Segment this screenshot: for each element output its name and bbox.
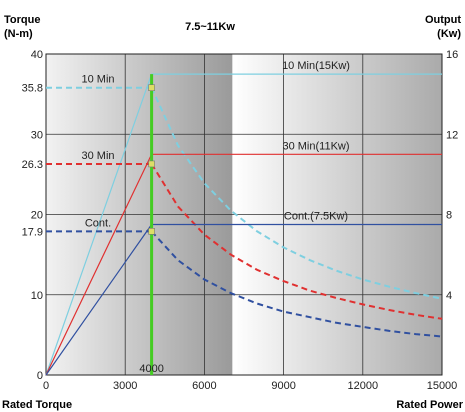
base-point-marker <box>148 228 155 235</box>
torque-series-label: Cont. <box>85 217 111 229</box>
torque-series-label: 10 Min <box>81 74 114 86</box>
torque-mark-label: 35.8 <box>22 83 43 95</box>
torque-mark-label: 26.3 <box>22 159 43 171</box>
series-group <box>45 73 443 376</box>
x-tick-label: 3000 <box>113 380 137 392</box>
right-tick-label: 4 <box>446 290 452 302</box>
base-point-marker <box>148 84 155 92</box>
torque-curve <box>150 163 443 320</box>
x-tick-label: 15000 <box>427 380 458 392</box>
right-axis-label-line2: (Kw) <box>437 28 461 40</box>
right-tick-label: 12 <box>446 129 458 141</box>
tick-labels: 0 3000 6000 9000 12000 15000 0 10 20 30 40 4 8 12 16 35… <box>22 49 459 392</box>
power-series-label: Cont.(7.5Kw) <box>284 211 348 223</box>
base-speed-label: 4000 <box>139 363 163 375</box>
x-tick-label: 9000 <box>271 380 295 392</box>
torque-curve <box>150 87 443 300</box>
right-tick-label: 16 <box>446 49 458 61</box>
right-axis-label-line1: Output <box>425 14 461 26</box>
left-tick-label: 0 <box>37 370 43 382</box>
rated-torque-caption: Rated Torque <box>2 399 72 411</box>
grid <box>46 54 442 375</box>
rated-power-caption: Rated Power <box>396 399 463 411</box>
left-tick-label: 10 <box>31 290 43 302</box>
base-point-marker <box>148 160 155 168</box>
torque-mark-label: 17.9 <box>22 226 43 238</box>
right-tick-label: 8 <box>446 210 452 222</box>
x-tick-label: 12000 <box>348 380 379 392</box>
x-tick-label: 6000 <box>192 380 216 392</box>
chart-title: 7.5~11Kw <box>185 21 235 33</box>
left-tick-label: 40 <box>31 49 43 61</box>
power-series-label: 10 Min(15Kw) <box>282 60 350 72</box>
left-tick-label: 20 <box>31 210 43 222</box>
series-labels: 10 Min 10 Min(15Kw) 30 Min 30 Min(11Kw) Cont… <box>81 60 349 375</box>
left-tick-label: 30 <box>31 129 43 141</box>
plot-frame <box>45 53 443 376</box>
left-axis-label-line2: (N-m) <box>4 28 33 40</box>
torque-curve <box>150 230 443 338</box>
x-tick-label: 0 <box>43 380 49 392</box>
left-axis-label-line1: Torque <box>4 14 40 26</box>
torque-series-label: 30 Min <box>81 150 114 162</box>
power-series-label: 30 Min(11Kw) <box>282 140 349 152</box>
